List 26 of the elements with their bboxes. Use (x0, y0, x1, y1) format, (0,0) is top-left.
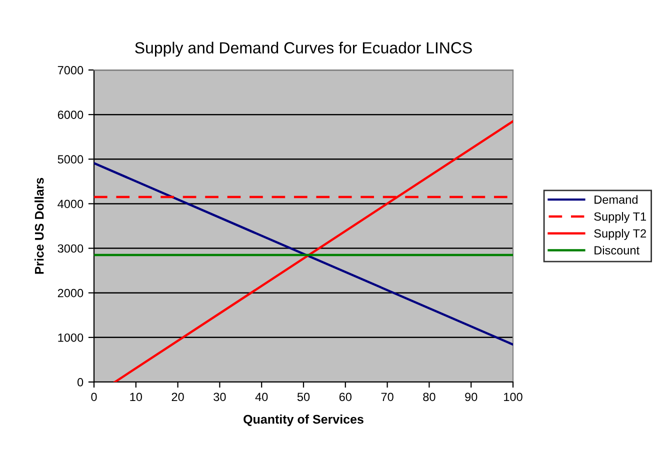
x-tick-label: 0 (91, 392, 97, 402)
legend-label: Discount (594, 246, 640, 255)
x-tick-label: 100 (504, 392, 522, 402)
y-tick-label: 3000 (58, 244, 84, 253)
x-tick-label: 20 (172, 392, 184, 402)
y-tick-label: 4000 (58, 200, 84, 208)
chart-title: Supply and Demand Curves for Ecuador LINCS (135, 42, 472, 57)
y-tick-label: 2000 (58, 288, 84, 298)
legend-label: Supply T1 (594, 212, 646, 224)
y-tick-label: 6000 (58, 110, 84, 119)
x-tick-label: 50 (297, 392, 310, 402)
y-tick-label: 1000 (58, 333, 84, 342)
x-axis-title: Quantity of Services (244, 414, 364, 426)
x-tick-label: 70 (381, 392, 394, 402)
y-tick-label: 5000 (58, 155, 84, 164)
legend-label: Supply T2 (594, 228, 646, 240)
legend-label: Demand (594, 195, 638, 204)
y-tick-label: 7000 (58, 66, 84, 74)
x-tick-label: 30 (214, 392, 226, 402)
y-axis-title: Price US Dollars (34, 178, 44, 274)
x-tick-label: 80 (423, 392, 436, 402)
x-tick-label: 40 (255, 392, 268, 402)
x-tick-label: 10 (130, 392, 142, 402)
x-tick-label: 60 (339, 392, 352, 402)
x-tick-label: 90 (465, 392, 478, 402)
y-tick-label: 0 (77, 378, 84, 386)
